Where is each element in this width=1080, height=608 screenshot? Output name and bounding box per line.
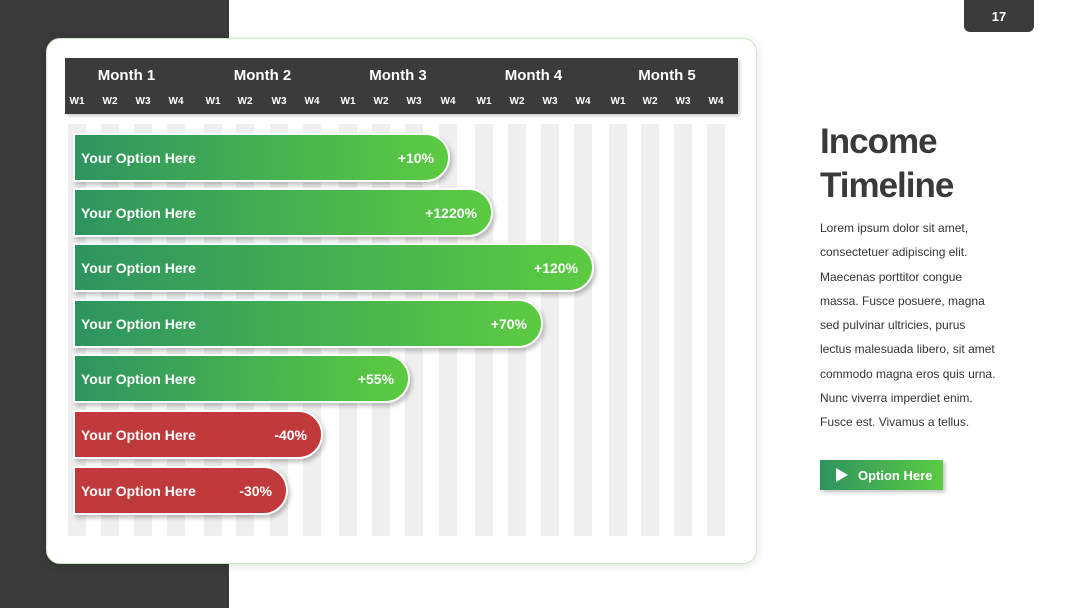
week-label: W1 [69, 96, 85, 107]
week-label: W2 [237, 96, 253, 107]
week-label: W3 [406, 96, 422, 107]
month-label: Month 5 [638, 67, 696, 84]
week-label: W4 [304, 96, 320, 107]
week-label: W3 [675, 96, 691, 107]
week-label: W2 [642, 96, 658, 107]
week-label: W4 [440, 96, 456, 107]
bar-value: +1220% [425, 205, 477, 221]
week-stripe [574, 124, 592, 536]
week-label: W4 [168, 96, 184, 107]
timeline-bar: Your Option Here +10% [73, 133, 450, 182]
title: Income Timeline [820, 122, 954, 205]
month-label: Month 4 [504, 67, 563, 84]
bar-label: Your Option Here [81, 150, 196, 166]
week-stripe [707, 124, 725, 536]
bar-label: Your Option Here [81, 260, 196, 276]
page-number: 17 [964, 0, 1034, 32]
week-label: W3 [542, 96, 558, 107]
body-text: Lorem ipsum dolor sit amet, consectetuer… [820, 221, 996, 430]
week-label: W2 [509, 96, 525, 107]
week-label: W3 [271, 96, 287, 107]
month-label: Month 3 [369, 67, 427, 84]
week-label: W1 [340, 96, 356, 107]
week-label: W2 [102, 96, 118, 107]
week-label: W4 [575, 96, 591, 107]
week-label: W3 [135, 96, 151, 107]
bar-label: Your Option Here [81, 205, 196, 221]
week-label: W1 [610, 96, 626, 107]
week-label: W2 [373, 96, 389, 107]
bar-label: Your Option Here [81, 427, 196, 443]
bar-value: +55% [357, 371, 394, 387]
timeline-bar: Your Option Here -40% [73, 410, 323, 459]
button-label: Option Here [858, 467, 933, 483]
bar-label: Your Option Here [81, 316, 196, 332]
bar-label: Your Option Here [81, 371, 196, 387]
timeline-bar: Your Option Here +70% [73, 299, 543, 348]
timeline-header [65, 58, 738, 114]
week-stripe [674, 124, 692, 536]
bar-value: -30% [239, 483, 272, 499]
timeline-bar: Your Option Here -30% [73, 466, 288, 515]
week-stripe [641, 124, 659, 536]
month-label: Month 2 [233, 67, 292, 84]
bar-label: Your Option Here [81, 483, 196, 499]
timeline-bar: Your Option Here +120% [73, 243, 594, 292]
option-button[interactable]: Option Here [820, 460, 943, 490]
week-label: W4 [708, 96, 724, 107]
timeline-bar: Your Option Here +55% [73, 354, 410, 403]
play-icon [836, 468, 848, 482]
bar-value: +70% [490, 316, 527, 332]
week-stripe [541, 124, 559, 536]
week-label: W1 [205, 96, 221, 107]
bar-value: -40% [274, 427, 307, 443]
week-label: W1 [476, 96, 492, 107]
bar-value: +10% [397, 150, 434, 166]
timeline-bar: Your Option Here +1220% [73, 188, 493, 237]
week-stripe [609, 124, 627, 536]
month-label: Month 1 [97, 67, 156, 84]
bar-value: +120% [534, 260, 578, 276]
